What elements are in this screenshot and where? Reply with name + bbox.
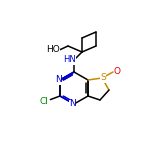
Text: HN: HN xyxy=(64,55,76,64)
Text: O: O xyxy=(114,67,121,76)
Text: Cl: Cl xyxy=(40,97,48,107)
Text: HO: HO xyxy=(46,45,60,55)
Text: S: S xyxy=(100,74,106,83)
Text: N: N xyxy=(69,100,75,109)
Text: N: N xyxy=(55,76,61,85)
